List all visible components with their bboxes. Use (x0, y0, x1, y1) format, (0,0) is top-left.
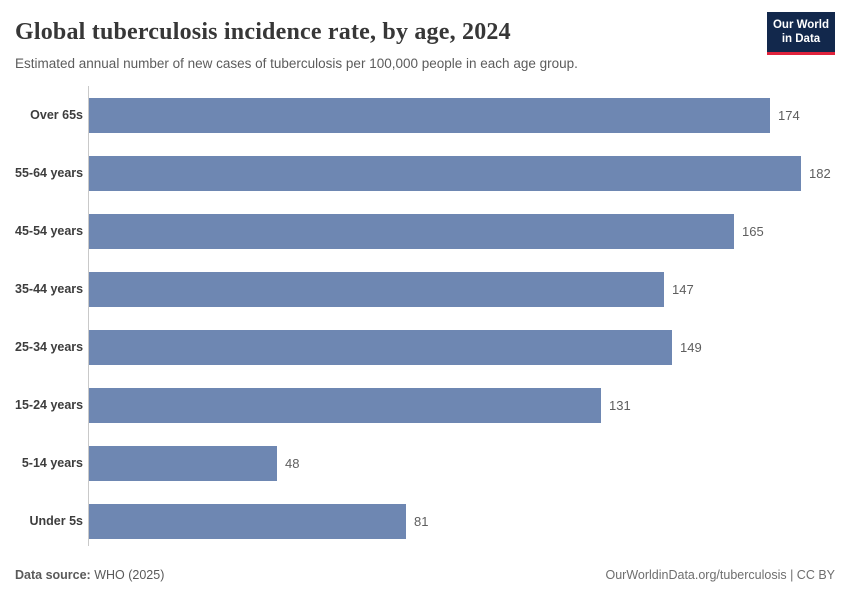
bar[interactable] (89, 213, 734, 249)
category-label: 5-14 years (21, 456, 83, 470)
data-source-value: WHO (2025) (94, 568, 165, 582)
data-source-label: Data source: (15, 568, 91, 582)
category-label: Under 5s (29, 514, 84, 528)
bar-track: 165 (89, 202, 835, 260)
chart-subtitle: Estimated annual number of new cases of … (15, 55, 578, 71)
bar[interactable] (89, 97, 770, 133)
y-axis-line (88, 86, 89, 546)
bar-chart: Over 65s 174 55-64 years 182 45-54 years… (15, 86, 835, 550)
bar[interactable] (89, 155, 801, 191)
bar-row: 55-64 years 182 (15, 144, 835, 202)
page-title: Global tuberculosis incidence rate, by a… (15, 19, 511, 45)
value-label: 182 (809, 165, 831, 181)
bar-row: Over 65s 174 (15, 86, 835, 144)
category-label: 25-34 years (15, 340, 84, 354)
bar[interactable] (89, 329, 672, 365)
bar-row: 25-34 years 149 (15, 318, 835, 376)
bar-track: 149 (89, 318, 835, 376)
chart-header: Global tuberculosis incidence rate, by a… (15, 19, 750, 72)
bar-track: 131 (89, 376, 835, 434)
category-label: 15-24 years (15, 398, 84, 412)
value-label: 165 (742, 223, 764, 239)
owid-logo-line2: in Data (781, 33, 821, 46)
owid-logo[interactable]: Our World in Data (767, 12, 835, 55)
bar-track: 174 (89, 86, 835, 144)
bar-track: 182 (89, 144, 835, 202)
value-label: 149 (680, 339, 702, 355)
footer-link[interactable]: OurWorldinData.org/tuberculosis | CC BY (605, 568, 836, 582)
chart-footer: Data source: WHO (2025) OurWorldinData.o… (15, 568, 835, 582)
bar[interactable] (89, 503, 406, 539)
category-label: 45-54 years (15, 224, 84, 238)
bar[interactable] (89, 445, 277, 481)
value-label: 174 (778, 107, 800, 123)
bar-row: Under 5s 81 (15, 492, 835, 550)
value-label: 48 (285, 455, 300, 471)
owid-logo-line1: Our World (772, 19, 829, 31)
bar-track: 48 (89, 434, 835, 492)
value-label: 81 (414, 513, 429, 529)
value-label: 147 (672, 281, 694, 297)
bar-row: 45-54 years 165 (15, 202, 835, 260)
bar-row: 15-24 years 131 (15, 376, 835, 434)
bar-track: 81 (89, 492, 835, 550)
bar-row: 35-44 years 147 (15, 260, 835, 318)
bar[interactable] (89, 387, 601, 423)
bar-row: 5-14 years 48 (15, 434, 835, 492)
category-label: Over 65s (30, 108, 83, 122)
bar-track: 147 (89, 260, 835, 318)
category-label: 35-44 years (15, 282, 84, 296)
bar[interactable] (89, 271, 664, 307)
category-label: 55-64 years (15, 166, 84, 180)
data-source: Data source: WHO (2025) (15, 568, 164, 582)
value-label: 131 (609, 397, 631, 413)
